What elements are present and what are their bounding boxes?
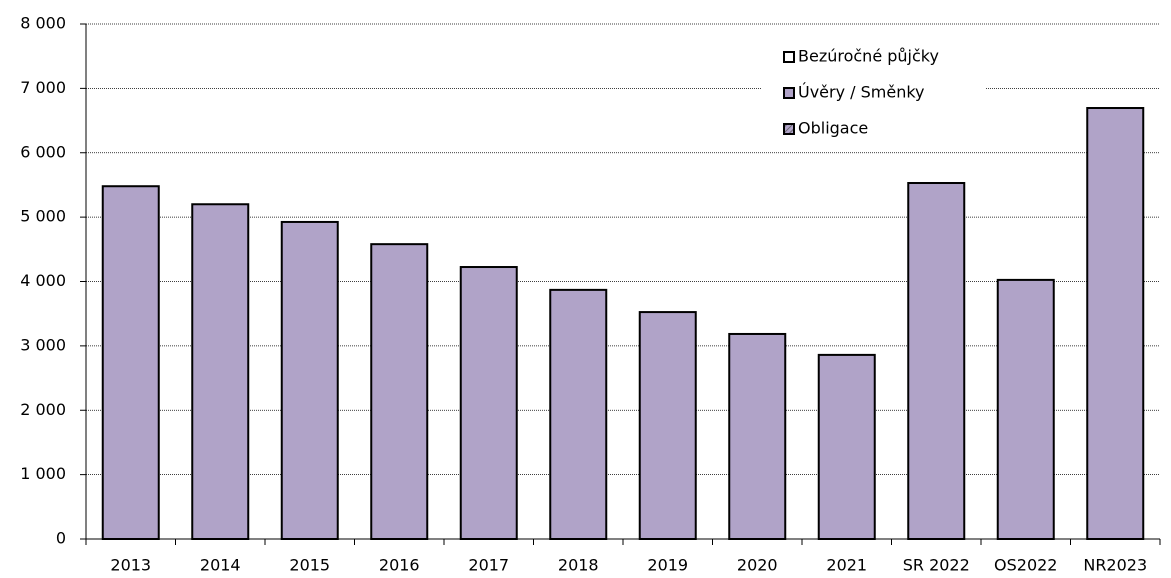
legend-swatch <box>783 87 795 99</box>
y-tick-label: 0 <box>56 529 66 548</box>
y-tick-label: 2 000 <box>20 400 66 419</box>
bar-segment <box>817 353 876 541</box>
x-tick-label: 2019 <box>647 556 688 575</box>
legend-box <box>762 40 986 146</box>
x-tick-label: SR 2022 <box>903 556 970 575</box>
x-tick-label: 2016 <box>379 556 420 575</box>
bar-segment <box>907 182 966 540</box>
y-tick-label: 5 000 <box>20 207 66 226</box>
x-tick-label: 2015 <box>289 556 330 575</box>
legend-label: Úvěry / Směnky <box>798 83 925 102</box>
x-tick-label: OS2022 <box>994 556 1057 575</box>
legend-swatch <box>783 123 795 135</box>
y-tick-label: 1 000 <box>20 464 66 483</box>
y-tick-label: 8 000 <box>20 14 66 33</box>
bar-segment <box>638 311 697 540</box>
bar-segment <box>280 220 339 540</box>
bar-segment <box>996 278 1055 540</box>
legend-label: Obligace <box>798 119 868 138</box>
y-tick-label: 3 000 <box>20 335 66 354</box>
bar-segment <box>1086 107 1145 541</box>
x-tick-label: 2018 <box>558 556 599 575</box>
x-tick-label: 2021 <box>826 556 867 575</box>
bar-segment <box>191 203 250 540</box>
bar-segment <box>370 243 429 540</box>
x-tick-label: 2013 <box>110 556 151 575</box>
y-tick-label: 7 000 <box>20 78 66 97</box>
bar-segment <box>728 332 787 541</box>
bar-segment <box>101 185 160 540</box>
x-tick-label: 2020 <box>737 556 778 575</box>
bar-segment <box>459 266 518 540</box>
x-tick-label: 2017 <box>468 556 509 575</box>
y-tick-label: 6 000 <box>20 142 66 161</box>
x-tick-label: 2014 <box>200 556 241 575</box>
legend-label: Bezúročné půjčky <box>798 47 939 66</box>
bar-segment <box>549 288 608 540</box>
x-tick-label: NR2023 <box>1083 556 1147 575</box>
y-tick-label: 4 000 <box>20 271 66 290</box>
legend-swatch <box>783 51 795 63</box>
